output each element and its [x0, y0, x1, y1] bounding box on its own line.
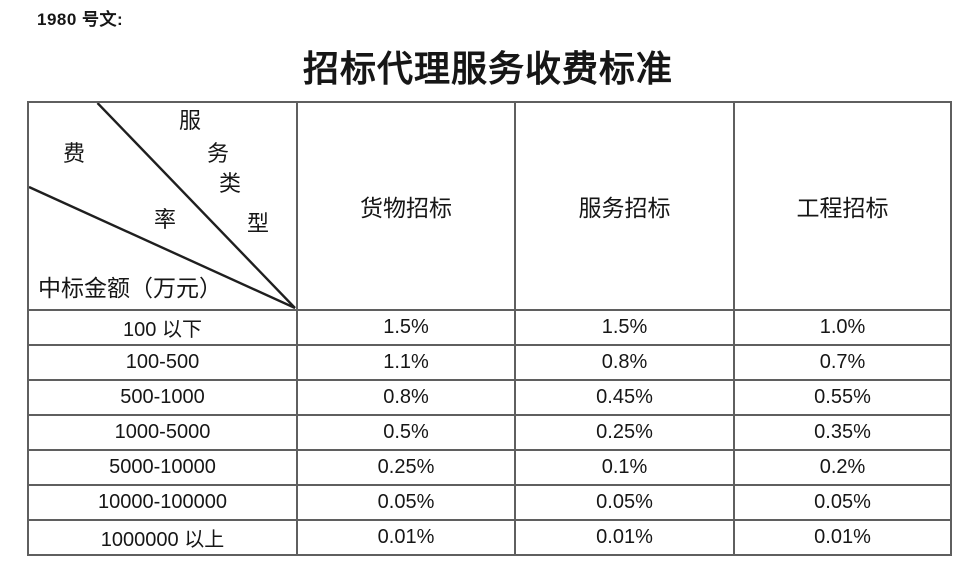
diagonal-divider-lines: [30, 104, 295, 308]
service-rate-cell: 0.01%: [514, 519, 735, 556]
page-title: 招标代理服务收费标准: [302, 49, 673, 89]
column-header-service: 服务招标: [514, 101, 735, 311]
goods-rate-cell: 1.5%: [296, 309, 516, 346]
document-number: 1980 号文:: [37, 10, 124, 29]
corner-amount-label: 中标金额（万元）: [38, 276, 222, 301]
goods-rate-cell: 0.5%: [296, 414, 516, 451]
engineering-rate-cell: 0.7%: [733, 344, 952, 381]
engineering-rate-cell: 0.01%: [733, 519, 952, 556]
column-header-goods: 货物招标: [296, 101, 516, 311]
service-rate-cell: 0.8%: [514, 344, 735, 381]
service-rate-cell: 0.05%: [514, 484, 735, 521]
corner-service-type-char: 服: [179, 108, 202, 133]
fee-standard-table: 服 务 类 型 费 率 中标金额（万元） 货物招标 服务招标 工程招标 100 …: [27, 101, 952, 556]
table-row: 10000-100000 0.05% 0.05% 0.05%: [27, 484, 952, 521]
corner-fee-rate-char: 率: [154, 207, 177, 232]
amount-range-cell: 5000-10000: [27, 449, 298, 486]
table-row: 1000000 以上 0.01% 0.01% 0.01%: [27, 519, 952, 556]
service-rate-cell: 0.25%: [514, 414, 735, 451]
engineering-rate-cell: 0.2%: [733, 449, 952, 486]
corner-service-type-char: 务: [207, 141, 230, 166]
table-row: 5000-10000 0.25% 0.1% 0.2%: [27, 449, 952, 486]
amount-range-cell: 100-500: [27, 344, 298, 381]
service-rate-cell: 0.45%: [514, 379, 735, 416]
table-row: 1000-5000 0.5% 0.25% 0.35%: [27, 414, 952, 451]
service-rate-cell: 1.5%: [514, 309, 735, 346]
amount-range-cell: 1000-5000: [27, 414, 298, 451]
column-header-engineering: 工程招标: [733, 101, 952, 311]
goods-rate-cell: 0.8%: [296, 379, 516, 416]
engineering-rate-cell: 0.35%: [733, 414, 952, 451]
engineering-rate-cell: 0.55%: [733, 379, 952, 416]
goods-rate-cell: 1.1%: [296, 344, 516, 381]
table-header-row: 服 务 类 型 费 率 中标金额（万元） 货物招标 服务招标 工程招标: [27, 101, 952, 311]
corner-fee-rate-char: 费: [63, 141, 86, 166]
table-row: 500-1000 0.8% 0.45% 0.55%: [27, 379, 952, 416]
engineering-rate-cell: 1.0%: [733, 309, 952, 346]
service-rate-cell: 0.1%: [514, 449, 735, 486]
goods-rate-cell: 0.05%: [296, 484, 516, 521]
amount-range-cell: 500-1000: [27, 379, 298, 416]
engineering-rate-cell: 0.05%: [733, 484, 952, 521]
corner-service-type-char: 型: [247, 211, 270, 236]
goods-rate-cell: 0.25%: [296, 449, 516, 486]
table-row: 100-500 1.1% 0.8% 0.7%: [27, 344, 952, 381]
diagonal-header-cell: 服 务 类 型 费 率 中标金额（万元）: [27, 101, 298, 311]
amount-range-cell: 100 以下: [27, 309, 298, 346]
goods-rate-cell: 0.01%: [296, 519, 516, 556]
corner-service-type-char: 类: [219, 171, 242, 196]
amount-range-cell: 1000000 以上: [27, 519, 298, 556]
table-row: 100 以下 1.5% 1.5% 1.0%: [27, 309, 952, 346]
amount-range-cell: 10000-100000: [27, 484, 298, 521]
